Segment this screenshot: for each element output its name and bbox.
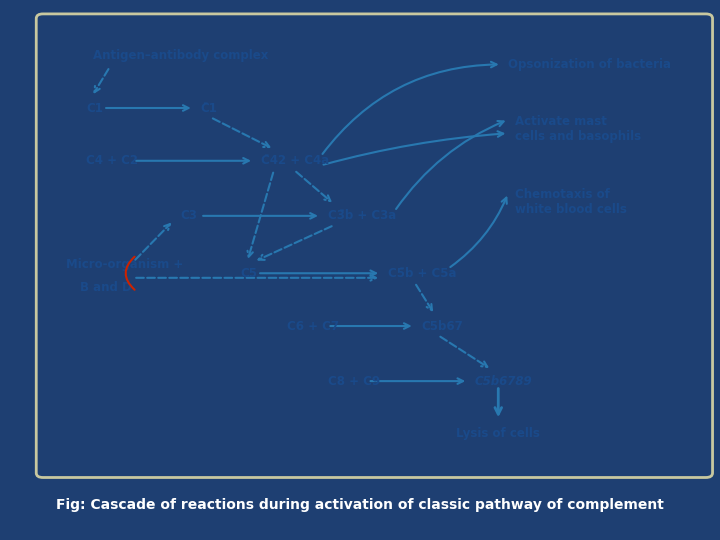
Text: Opsonization of bacteria: Opsonization of bacteria: [508, 58, 671, 71]
Text: C6 + C7: C6 + C7: [287, 320, 339, 333]
Text: Antigen–antibody complex: Antigen–antibody complex: [93, 49, 269, 62]
Text: Lysis of cells: Lysis of cells: [456, 427, 540, 441]
Text: C5: C5: [240, 267, 258, 280]
Text: C5b6789: C5b6789: [475, 375, 533, 388]
Text: C̄1: C̄1: [200, 102, 217, 114]
Text: Chemotaxis of
white blood cells: Chemotaxis of white blood cells: [515, 188, 627, 216]
Text: C3: C3: [180, 210, 197, 222]
Text: C1: C1: [86, 102, 104, 114]
Text: C3̄b + C3a: C3̄b + C3a: [328, 210, 396, 222]
Text: Activate mast
cells and basophils: Activate mast cells and basophils: [515, 114, 641, 143]
Text: Micro-organism +: Micro-organism +: [66, 258, 184, 271]
Text: B and D: B and D: [80, 280, 132, 294]
Text: C4 + C2: C4 + C2: [86, 154, 138, 167]
Text: Fig: Cascade of reactions during activation of classic pathway of complement: Fig: Cascade of reactions during activat…: [56, 498, 664, 512]
Text: C5̄b + C5a: C5̄b + C5a: [388, 267, 456, 280]
Text: C̄42 + C4a: C̄42 + C4a: [261, 154, 329, 167]
Text: C5b67: C5b67: [421, 320, 463, 333]
Text: C8 + C9: C8 + C9: [328, 375, 379, 388]
